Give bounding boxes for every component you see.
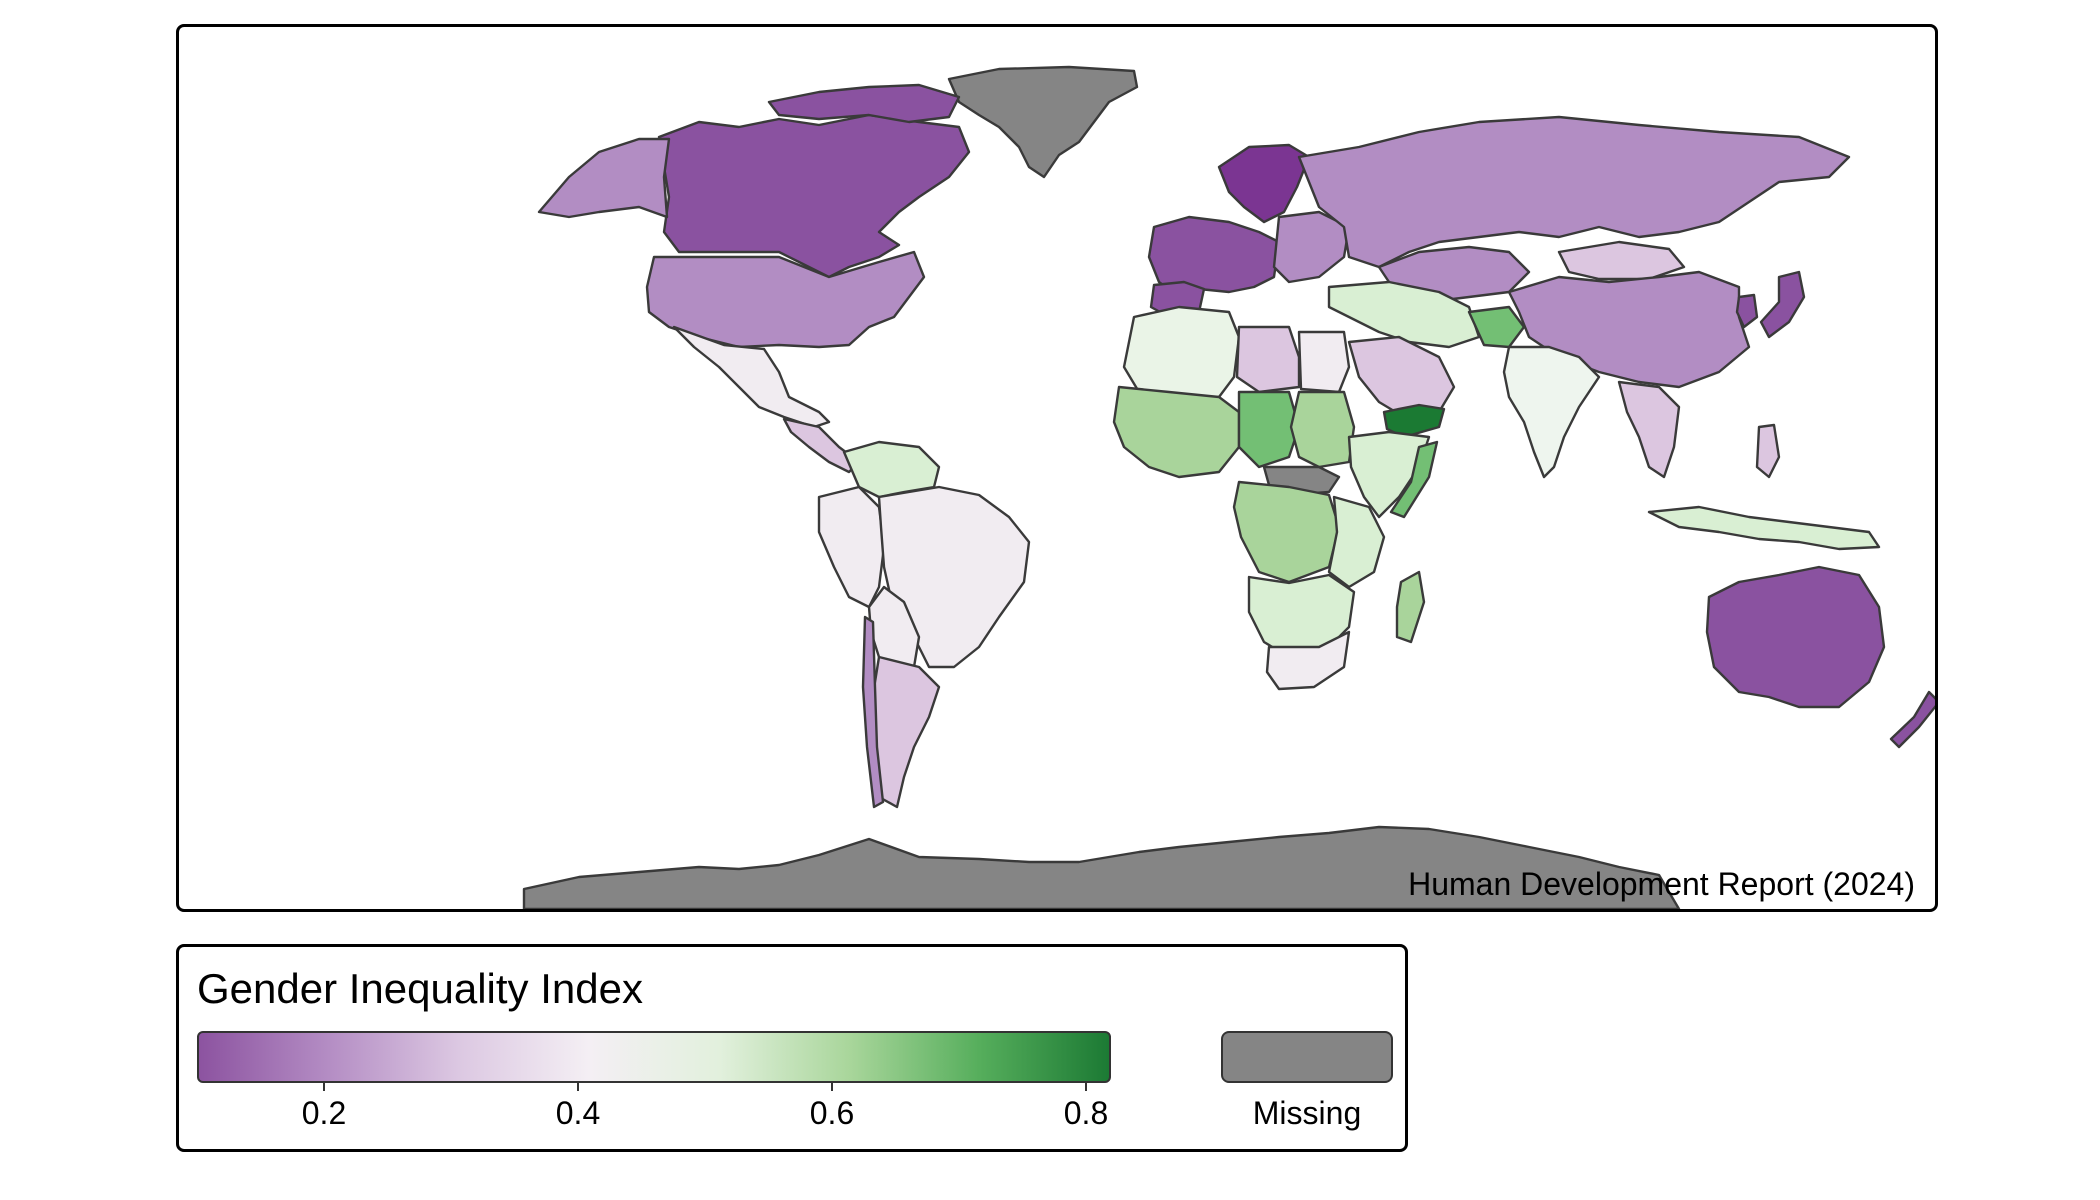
mexico[interactable] [672, 325, 831, 429]
alaska[interactable] [537, 137, 671, 219]
australia[interactable] [1705, 565, 1886, 709]
legend-panel: Gender Inequality Index 0.2 0.4 0.6 0.8 … [176, 944, 1408, 1152]
sudan[interactable] [1289, 390, 1356, 469]
missing-label: Missing [1252, 1095, 1362, 1131]
mongolia[interactable] [1557, 240, 1686, 281]
legend-tick-label: 0.4 [555, 1095, 601, 1131]
legend-title: Gender Inequality Index [197, 965, 643, 1012]
drc[interactable] [1232, 480, 1341, 584]
somalia[interactable] [1389, 440, 1439, 519]
legend-tick [323, 1081, 325, 1091]
india[interactable] [1502, 345, 1601, 479]
south-africa[interactable] [1265, 630, 1351, 691]
greenland[interactable] [947, 65, 1139, 179]
legend-tick-label: 0.2 [301, 1095, 347, 1131]
missing-swatch [1221, 1031, 1393, 1083]
saudi-arabia[interactable] [1347, 335, 1456, 419]
map-panel: Human Development Report (2024) [176, 24, 1938, 912]
eastern-europe[interactable] [1272, 210, 1351, 284]
antarctica[interactable] [522, 825, 1681, 909]
chad-niger[interactable] [1237, 390, 1301, 469]
yemen[interactable] [1382, 403, 1446, 439]
legend-tick [1085, 1081, 1087, 1091]
turkey-iran[interactable] [1327, 280, 1481, 349]
legend-tick [831, 1081, 833, 1091]
brazil[interactable] [877, 485, 1031, 669]
libya[interactable] [1235, 325, 1301, 394]
philippines[interactable] [1755, 423, 1781, 479]
canada[interactable] [657, 113, 971, 279]
indonesia[interactable] [1647, 505, 1881, 551]
legend-tick [577, 1081, 579, 1091]
north-africa-west[interactable] [1122, 305, 1241, 401]
west-africa[interactable] [1112, 385, 1241, 479]
legend-tick-label: 0.8 [1063, 1095, 1109, 1131]
arctic-islands[interactable] [767, 83, 961, 124]
russia[interactable] [1297, 115, 1851, 269]
afghanistan[interactable] [1467, 305, 1526, 349]
western-europe[interactable] [1147, 215, 1281, 299]
world-map[interactable] [179, 27, 1935, 909]
east-africa[interactable] [1327, 495, 1386, 589]
legend-color-bar [197, 1031, 1111, 1083]
scandinavia[interactable] [1217, 143, 1311, 224]
japan[interactable] [1759, 270, 1806, 339]
source-note: Human Development Report (2024) [1408, 866, 1915, 902]
new-zealand[interactable] [1889, 690, 1935, 749]
madagascar[interactable] [1395, 570, 1426, 644]
peru-ecuador[interactable] [817, 485, 886, 609]
korea[interactable] [1735, 293, 1759, 329]
southeast-asia[interactable] [1617, 380, 1681, 479]
chile[interactable] [861, 615, 885, 809]
united-states[interactable] [645, 250, 926, 349]
egypt[interactable] [1297, 330, 1351, 394]
central-america[interactable] [782, 417, 861, 474]
ethiopia-somalia[interactable] [1347, 430, 1431, 519]
legend-tick-label: 0.6 [809, 1095, 855, 1131]
